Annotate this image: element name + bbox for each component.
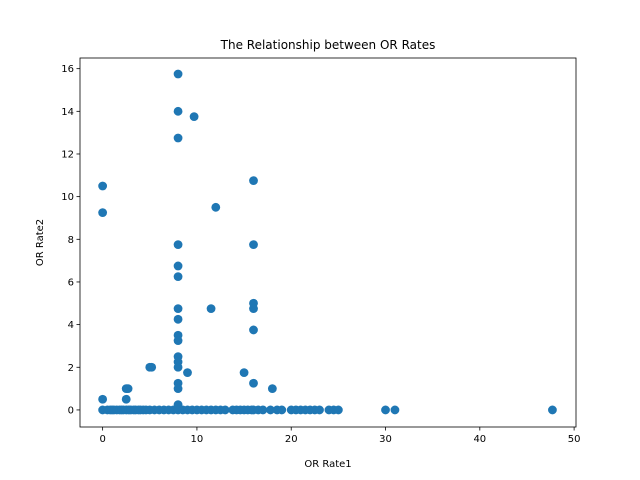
plot-area <box>79 57 577 428</box>
data-point <box>381 405 390 415</box>
data-point <box>173 304 183 314</box>
data-point <box>98 181 108 191</box>
data-point <box>183 368 192 378</box>
data-point <box>266 405 275 415</box>
x-tick-label: 50 <box>568 434 581 445</box>
y-axis: 0 2 4 6 8 10 12 14 16 <box>61 64 80 416</box>
data-point <box>249 378 258 388</box>
x-tick-label: 10 <box>191 434 204 445</box>
data-point <box>258 405 268 415</box>
data-point <box>173 106 183 116</box>
data-point <box>121 394 131 404</box>
y-tick-label: 0 <box>68 405 74 416</box>
data-point <box>239 368 249 378</box>
data-point <box>277 405 287 415</box>
y-axis-label: OR Rate2 <box>35 219 46 266</box>
data-point <box>173 133 183 143</box>
data-point <box>548 405 557 415</box>
data-point <box>173 362 183 372</box>
data-point <box>173 272 183 282</box>
y-tick-label: 12 <box>61 149 74 160</box>
data-point <box>249 240 258 250</box>
data-point <box>315 405 324 415</box>
data-point <box>173 384 183 394</box>
data-point <box>173 314 183 324</box>
data-point <box>98 394 108 404</box>
x-axis-label: OR Rate1 <box>304 459 351 470</box>
data-point <box>390 405 400 415</box>
x-tick-label: 40 <box>473 434 486 445</box>
x-axis: 0 10 20 30 40 50 <box>99 427 580 445</box>
data-point <box>333 405 343 415</box>
data-point <box>173 336 183 346</box>
data-point <box>249 176 258 186</box>
data-point <box>189 112 199 122</box>
data-point <box>249 325 258 335</box>
y-tick-label: 14 <box>61 107 74 118</box>
y-tick-label: 2 <box>68 363 74 374</box>
y-tick-label: 8 <box>68 235 74 246</box>
data-point <box>267 384 277 394</box>
y-tick-label: 4 <box>68 320 74 331</box>
data-point <box>173 261 183 271</box>
y-tick-label: 10 <box>61 192 74 203</box>
data-point <box>173 240 183 250</box>
x-tick-label: 20 <box>285 434 298 445</box>
chart-title: The Relationship between OR Rates <box>220 38 436 52</box>
y-tick-label: 16 <box>61 64 74 75</box>
data-point <box>123 384 133 394</box>
data-point <box>147 362 157 372</box>
x-tick-label: 0 <box>99 434 105 445</box>
data-point <box>98 208 108 218</box>
x-tick-label: 30 <box>379 434 392 445</box>
data-point <box>206 304 216 314</box>
data-point <box>249 304 258 314</box>
data-points <box>98 69 557 415</box>
data-point <box>173 69 183 79</box>
y-tick-label: 6 <box>68 277 74 288</box>
data-point <box>211 202 221 212</box>
data-point <box>220 405 230 415</box>
